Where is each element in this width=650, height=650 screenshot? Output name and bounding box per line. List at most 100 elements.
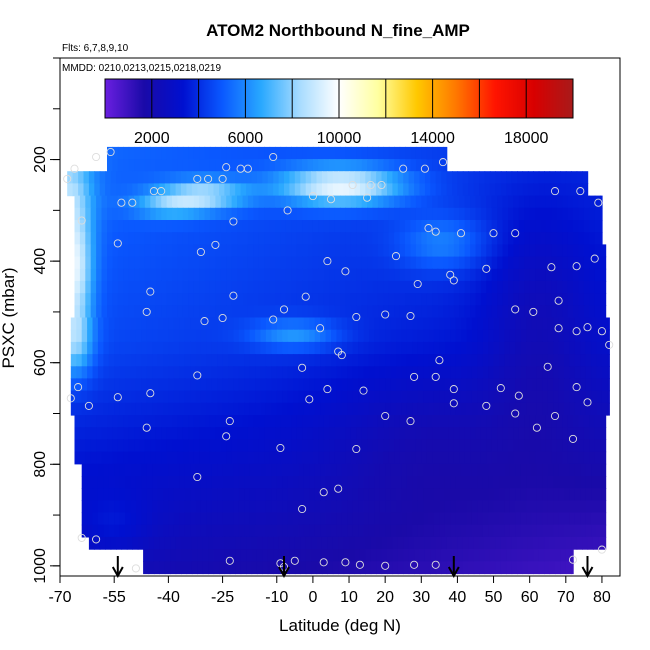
heatmap-cell — [473, 183, 480, 197]
heatmap-cell — [329, 232, 336, 245]
heatmap-cell — [247, 427, 254, 440]
heatmap-cell — [242, 268, 249, 282]
heatmap-cell — [562, 256, 569, 270]
heatmap-cell — [464, 293, 471, 306]
heatmap-cell — [488, 378, 495, 392]
heatmap-cell — [383, 427, 390, 440]
heatmap-cell — [526, 354, 533, 367]
heatmap-cell — [497, 220, 504, 233]
heatmap-cell — [81, 341, 88, 355]
heatmap-cell — [143, 549, 150, 562]
heatmap-cell — [125, 524, 132, 538]
heatmap-cell — [242, 146, 249, 160]
heatmap-cell — [433, 512, 440, 526]
heatmap-cell — [144, 415, 151, 428]
heatmap-cell — [488, 476, 495, 489]
heatmap-cell — [547, 402, 554, 416]
heatmap-cell — [130, 378, 137, 392]
heatmap-cell — [206, 390, 213, 404]
heatmap-cell — [153, 549, 160, 562]
heatmap-cell — [76, 402, 83, 416]
heatmap-cell — [130, 317, 137, 331]
heatmap-cell — [199, 305, 206, 319]
heatmap-cell — [444, 476, 451, 489]
heatmap-cell — [556, 293, 563, 306]
heatmap-cell — [168, 476, 175, 489]
heatmap-cell — [163, 366, 170, 380]
heatmap-cell — [377, 305, 384, 319]
heatmap-cell — [211, 341, 218, 355]
y-tick-label: 800 — [32, 451, 49, 478]
heatmap-cell — [488, 354, 495, 367]
heatmap-cell — [92, 317, 99, 331]
heatmap-cell — [401, 476, 408, 489]
heatmap-cell — [551, 439, 558, 453]
heatmap-cell — [331, 329, 338, 343]
heatmap-cell — [97, 341, 104, 355]
heatmap-cell — [215, 195, 222, 209]
heatmap-cell — [459, 427, 466, 440]
heatmap-cell — [363, 366, 370, 380]
heatmap-cell — [385, 402, 392, 416]
heatmap-cell — [220, 268, 227, 282]
heatmap-cell — [307, 415, 314, 428]
heatmap-cell — [396, 500, 403, 514]
heatmap-cell — [260, 390, 267, 404]
heatmap-cell — [488, 463, 495, 477]
heatmap-cell — [97, 354, 104, 367]
heatmap-cell — [383, 220, 390, 233]
heatmap-cell — [594, 207, 601, 221]
heatmap-cell — [491, 280, 498, 294]
heatmap-cell — [372, 293, 379, 306]
heatmap-cell — [379, 341, 386, 355]
heatmap-cell — [327, 536, 334, 550]
heatmap-cell — [578, 268, 585, 282]
heatmap-cell — [193, 439, 200, 453]
heatmap-cell — [152, 524, 159, 538]
heatmap-cell — [320, 378, 327, 392]
heatmap-cell — [410, 439, 417, 453]
heatmap-cell — [578, 232, 585, 245]
heatmap-cell — [265, 317, 272, 331]
heatmap-cell — [117, 244, 124, 258]
heatmap-cell — [258, 159, 265, 172]
heatmap-cell — [193, 293, 200, 306]
heatmap-cell — [379, 366, 386, 380]
heatmap-cell — [405, 256, 412, 270]
heatmap-cell — [475, 280, 482, 294]
heatmap-cell — [231, 146, 238, 160]
heatmap-cell — [562, 232, 569, 245]
sample-point — [193, 371, 202, 380]
heatmap-cell — [161, 451, 168, 465]
heatmap-cell — [177, 451, 184, 465]
heatmap-cell — [453, 293, 460, 306]
heatmap-cell — [368, 500, 375, 514]
heatmap-cell — [217, 476, 224, 489]
heatmap-cell — [509, 317, 516, 331]
heatmap-cell — [607, 317, 610, 331]
heatmap-cell — [587, 536, 594, 550]
heatmap-cell — [567, 232, 574, 245]
sample-point — [70, 164, 79, 173]
heatmap-cell — [119, 402, 126, 416]
heatmap-cell — [596, 463, 603, 477]
heatmap-cell — [489, 171, 496, 184]
heatmap-cell — [396, 476, 403, 489]
heatmap-cell — [206, 512, 213, 526]
heatmap-cell — [215, 220, 222, 233]
heatmap-cell — [441, 549, 448, 562]
heatmap-cell — [179, 329, 186, 343]
heatmap-cell — [97, 390, 104, 404]
heatmap-cell — [184, 524, 191, 538]
heatmap-cell — [334, 244, 341, 258]
heatmap-cell — [497, 244, 504, 258]
heatmap-cell — [535, 415, 542, 428]
heatmap-cell — [260, 341, 267, 355]
heatmap-cell — [556, 439, 563, 453]
heatmap-cell — [428, 488, 435, 501]
heatmap-cell — [589, 195, 596, 209]
heatmap-cell — [509, 524, 516, 538]
heatmap-cell — [419, 183, 426, 197]
heatmap-cell — [526, 402, 533, 416]
heatmap-cell — [564, 329, 571, 343]
